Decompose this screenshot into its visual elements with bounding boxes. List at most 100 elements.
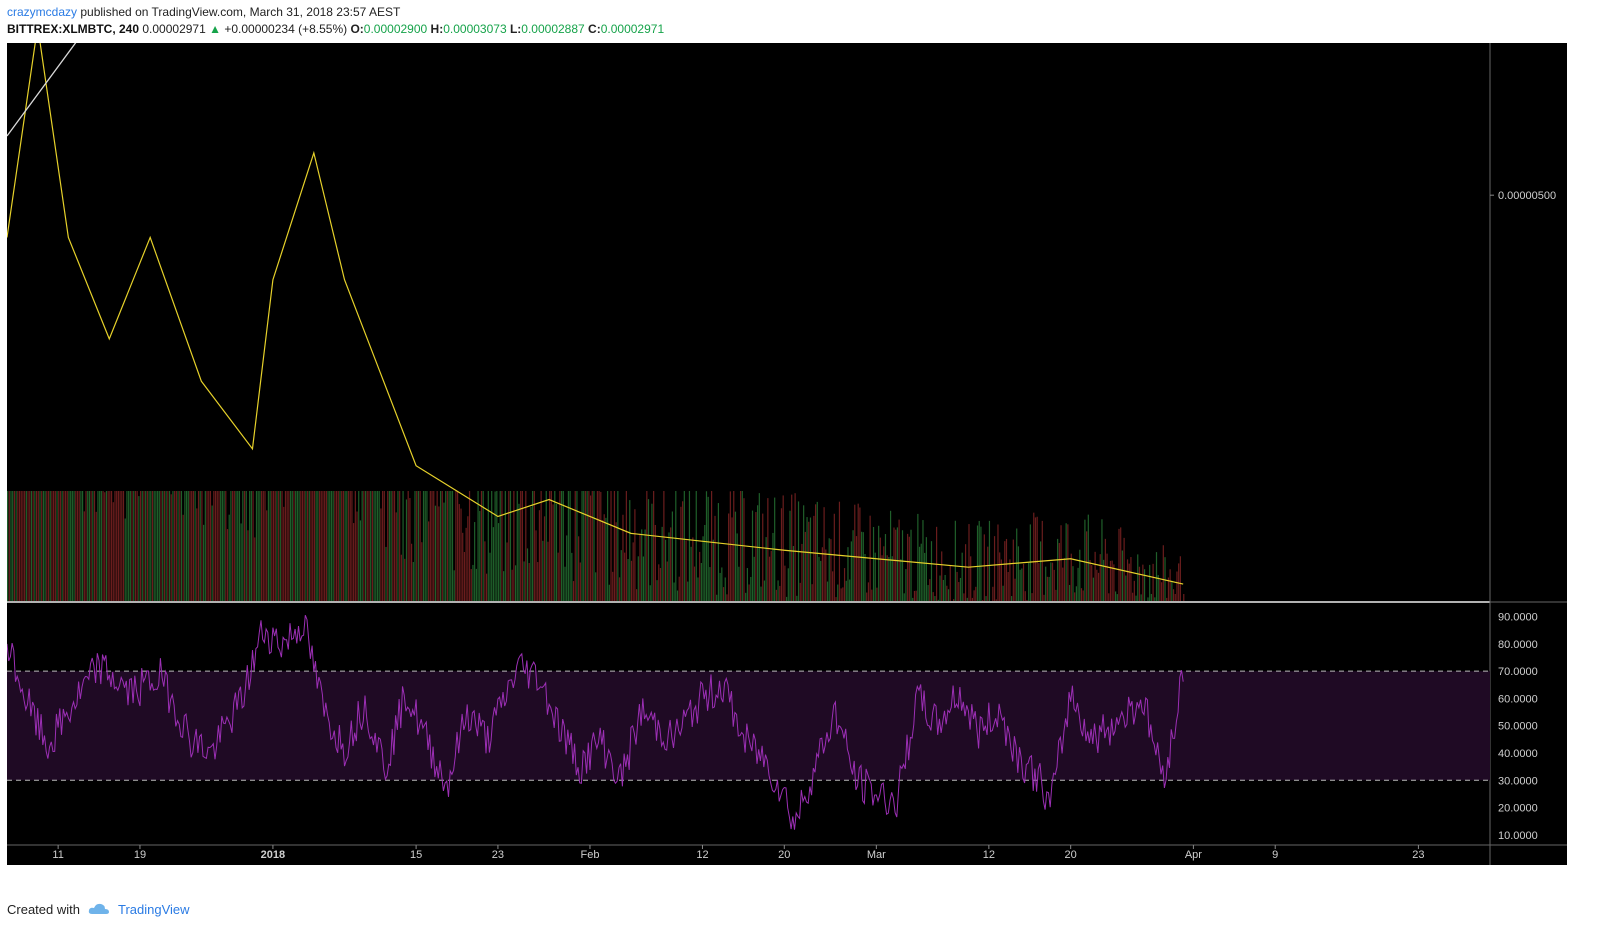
- volume-bar: [397, 491, 399, 601]
- volume-bar: [85, 491, 87, 601]
- volume-bar: [293, 491, 295, 601]
- volume-bar: [1046, 576, 1049, 601]
- volume-bar: [1135, 595, 1137, 601]
- volume-bar: [726, 594, 728, 601]
- volume-bar: [586, 491, 588, 601]
- volume-bar: [791, 494, 793, 601]
- volume-bar: [34, 491, 36, 601]
- volume-bar: [889, 510, 892, 601]
- volume-bar: [133, 491, 135, 601]
- volume-bar: [736, 533, 738, 601]
- volume-bar: [255, 491, 258, 601]
- volume-bar: [1109, 560, 1112, 601]
- volume-bar: [508, 491, 510, 601]
- rsi-band: [7, 671, 1490, 781]
- volume-bar: [862, 532, 864, 601]
- volume-bar: [676, 590, 679, 601]
- volume-bar: [474, 522, 476, 601]
- volume-bar: [376, 491, 379, 601]
- volume-bar: [777, 580, 779, 601]
- volume-bar: [533, 491, 535, 601]
- volume-bar: [789, 510, 791, 601]
- volume-bar: [109, 491, 111, 601]
- volume-bar: [874, 552, 876, 601]
- volume-bar: [924, 552, 926, 601]
- volume-bar: [196, 508, 198, 601]
- volume-bar: [1000, 559, 1002, 601]
- volume-bar: [334, 491, 336, 601]
- price-chart[interactable]: 0.000005000.000010000.000015000.00002000…: [7, 43, 1567, 865]
- volume-bar: [56, 491, 58, 601]
- volume-bar: [1031, 593, 1033, 601]
- volume-bar: [915, 590, 917, 601]
- volume-bar: [710, 491, 713, 601]
- volume-bar: [717, 503, 720, 601]
- volume-bar: [143, 491, 145, 601]
- volume-bar: [997, 524, 999, 601]
- volume-bar: [755, 512, 757, 601]
- volume-bar: [460, 508, 462, 601]
- volume-bar: [562, 491, 564, 601]
- tradingview-link[interactable]: TradingView: [117, 901, 190, 917]
- volume-bar: [410, 543, 413, 601]
- volume-bar: [547, 541, 549, 601]
- volume-bar: [913, 590, 916, 601]
- volume-bar: [499, 491, 501, 601]
- volume-bar: [1111, 560, 1113, 601]
- volume-bar: [356, 511, 358, 601]
- volume-bar: [245, 491, 247, 601]
- volume-bar: [1123, 537, 1125, 601]
- volume-bar: [192, 491, 195, 601]
- volume-bar: [139, 491, 142, 601]
- time-tick-label: 20: [1065, 849, 1077, 861]
- volume-bar: [941, 551, 943, 601]
- volume-bar: [457, 491, 459, 601]
- price-axis[interactable]: [1490, 43, 1567, 865]
- volume-bars: [7, 491, 1185, 601]
- volume-bar: [172, 491, 174, 601]
- volume-bar: [1062, 567, 1064, 601]
- volume-bar: [692, 537, 694, 601]
- volume-bar: [779, 585, 781, 601]
- volume-bar: [284, 491, 287, 601]
- volume-bar: [629, 500, 631, 601]
- volume-bar: [651, 503, 653, 601]
- high-label: H:: [430, 22, 444, 36]
- volume-bar: [296, 491, 298, 601]
- volume-bar: [424, 491, 426, 601]
- published-info: published on TradingView.com, March 31, …: [80, 5, 401, 19]
- volume-bar: [399, 491, 401, 601]
- volume-bar: [370, 491, 372, 601]
- author-link[interactable]: crazymcdazy: [7, 5, 78, 19]
- volume-bar: [1104, 538, 1106, 601]
- volume-bar: [25, 491, 27, 601]
- volume-bar: [584, 491, 587, 601]
- volume-bar: [883, 546, 885, 601]
- volume-bar: [1113, 564, 1115, 601]
- volume-bar: [1053, 569, 1055, 601]
- volume-bar: [1075, 586, 1077, 601]
- volume-bar: [760, 586, 762, 601]
- volume-bar: [530, 507, 532, 601]
- time-tick-label: 23: [1412, 849, 1424, 861]
- volume-bar: [18, 491, 21, 601]
- volume-bar: [272, 491, 275, 601]
- volume-bar: [1060, 525, 1062, 601]
- volume-bar: [114, 491, 116, 601]
- volume-bar: [542, 540, 544, 601]
- volume-bar: [1132, 592, 1134, 601]
- volume-bar: [1033, 512, 1035, 601]
- volume-bar: [601, 520, 604, 601]
- volume-bar: [322, 491, 324, 601]
- volume-bar: [168, 491, 171, 601]
- volume-bar: [803, 505, 805, 601]
- volume-bar: [47, 491, 50, 601]
- volume-bar: [276, 491, 278, 601]
- footer: Created with TradingView: [7, 898, 190, 920]
- volume-bar: [138, 496, 140, 601]
- volume-bar: [335, 491, 338, 601]
- volume-bar: [925, 537, 927, 601]
- volume-bar: [1138, 566, 1141, 601]
- price-pane[interactable]: [7, 43, 1490, 601]
- volume-bar: [458, 504, 460, 601]
